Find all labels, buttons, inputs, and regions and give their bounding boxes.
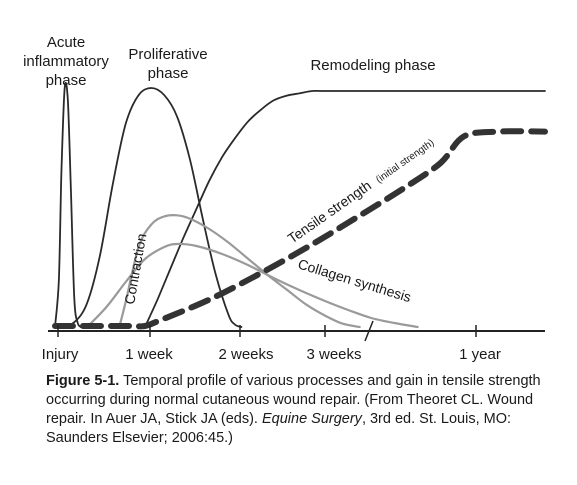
acute-phase-label-line3: phase <box>46 72 87 89</box>
proliferative-phase-label-line1: Proliferative <box>128 46 207 63</box>
figure-caption: Figure 5-1. Temporal profile of various … <box>46 372 566 448</box>
tensile-strength-note: (initial strength) <box>374 137 436 185</box>
tick-label-injury: Injury <box>42 346 79 363</box>
tick-label-1-year: 1 year <box>459 346 501 363</box>
tick-label-1-week: 1 week <box>125 346 173 363</box>
series-line-remodeling <box>144 89 546 328</box>
wound-repair-chart: Injury 1 week 2 weeks 3 weeks 1 year Acu… <box>23 34 548 363</box>
tick-label-3-weeks: 3 weeks <box>306 346 361 363</box>
caption-text-after: , 3rd ed. St. Louis, MO: Saunders Elsevi… <box>46 411 512 446</box>
series-line-collagen-synthesis <box>86 242 419 329</box>
tick-label-2-weeks: 2 weeks <box>218 346 273 363</box>
axis-break-mark <box>364 320 374 342</box>
acute-phase-label-line2: inflammatory <box>23 53 109 70</box>
figure-label: Figure 5-1. <box>46 373 120 389</box>
collagen-synthesis-label: Collagen synthesis <box>296 256 413 306</box>
x-axis-ticks <box>57 325 477 337</box>
caption-italic-title: Equine Surgery <box>261 411 362 427</box>
remodeling-phase-label: Remodeling phase <box>310 57 435 74</box>
acute-phase-label-line1: Acute <box>47 34 85 51</box>
caption-text: Temporal profile of various processes an… <box>46 373 541 427</box>
series-line-acute-inflammatory <box>54 81 82 328</box>
curves-group <box>52 81 548 330</box>
tensile-strength-label: Tensile strength (initial strength) <box>285 133 437 246</box>
series-line-contraction <box>118 213 361 329</box>
series-line-proliferative <box>60 87 243 328</box>
contraction-label: Contraction <box>121 232 149 305</box>
series-line-tensile-strength <box>52 128 548 330</box>
proliferative-phase-label-line2: phase <box>148 65 189 82</box>
